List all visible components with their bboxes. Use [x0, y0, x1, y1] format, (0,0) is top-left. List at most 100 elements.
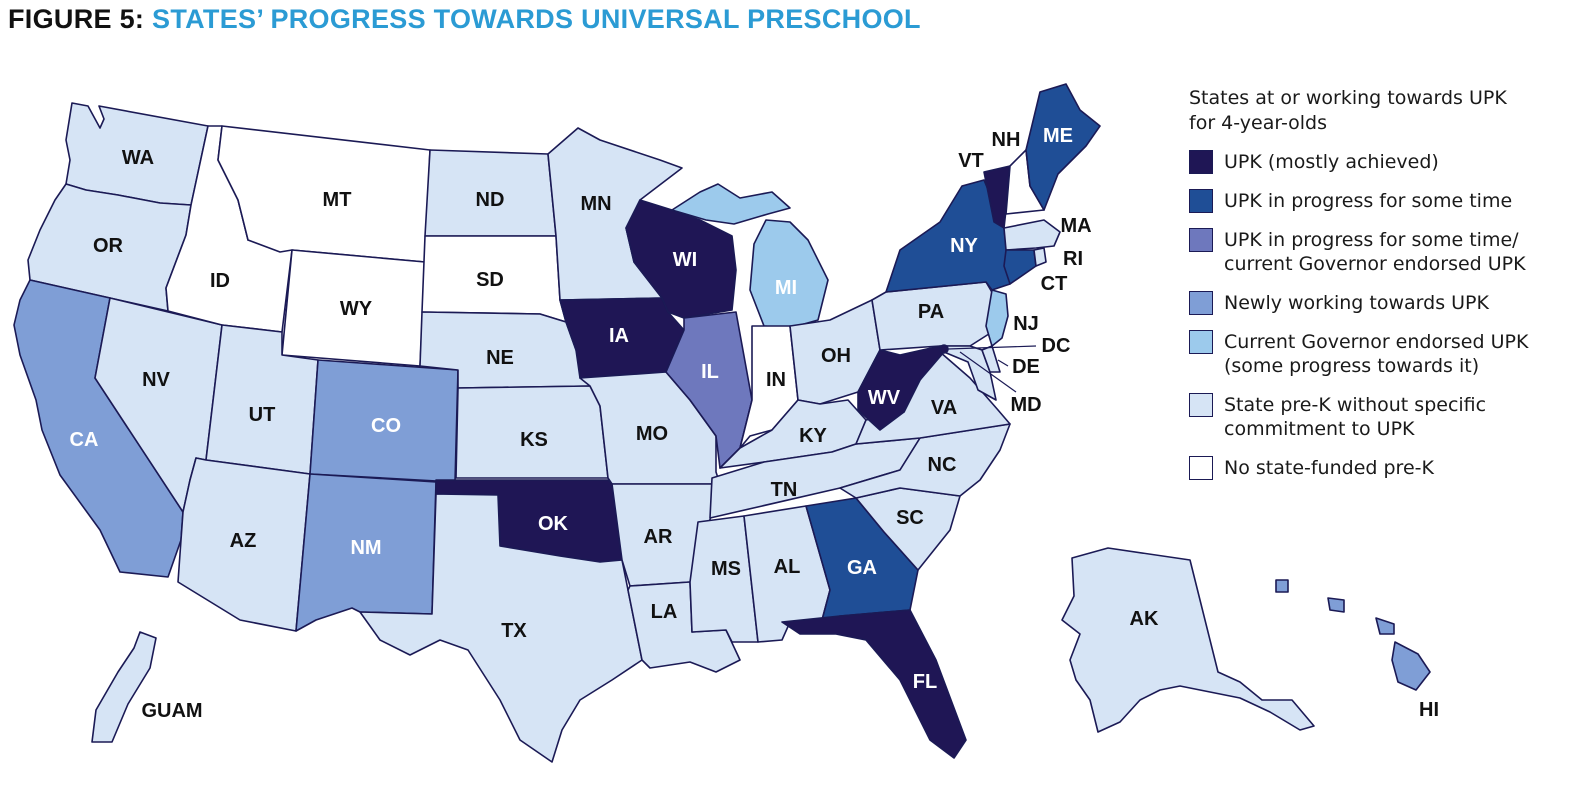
- legend-swatch: [1189, 330, 1213, 354]
- label-ak: AK: [1130, 608, 1159, 630]
- label-oh: OH: [821, 345, 851, 367]
- legend-label: UPK (mostly achieved): [1224, 151, 1439, 173]
- state-tx: [359, 493, 643, 763]
- state-wi: [625, 199, 737, 319]
- figure-heading: STATES’ PROGRESS TOWARDS UNIVERSAL PRESC…: [152, 4, 921, 34]
- label-md: MD: [1010, 394, 1041, 416]
- figure-title: FIGURE 5: STATES’ PROGRESS TOWARDS UNIVE…: [8, 4, 921, 35]
- state-mi-upper: [671, 183, 791, 225]
- legend-swatch: [1189, 189, 1213, 213]
- state-ri: [1033, 247, 1047, 267]
- legend-item-upk-achieved: UPK (mostly achieved): [1189, 150, 1574, 174]
- label-ga: GA: [847, 557, 877, 579]
- label-ny: NY: [950, 235, 978, 257]
- label-me: ME: [1043, 125, 1073, 147]
- state-ct: [1003, 249, 1037, 285]
- label-guam: GUAM: [141, 700, 202, 722]
- legend-items: UPK (mostly achieved) UPK in progress fo…: [1189, 150, 1574, 480]
- label-ca: CA: [70, 429, 99, 451]
- label-ne: NE: [486, 347, 514, 369]
- state-il: [665, 311, 753, 469]
- legend-swatch: [1189, 291, 1213, 315]
- label-il: IL: [701, 361, 719, 383]
- state-md: [939, 345, 997, 401]
- legend-swatch: [1189, 456, 1213, 480]
- state-hi-kauai: [1275, 579, 1289, 593]
- label-pa: PA: [918, 301, 944, 323]
- figure-number: FIGURE 5:: [8, 4, 145, 34]
- territory-guam: [91, 631, 157, 743]
- legend-label: UPK in progress for some time: [1224, 190, 1513, 212]
- label-ms: MS: [711, 558, 741, 580]
- legend-label: Current Governor endorsed UPK (some prog…: [1224, 331, 1529, 377]
- label-ri: RI: [1063, 248, 1083, 270]
- state-labels: WA OR CA NV ID MT WY UT AZ CO NM ND SD N…: [70, 125, 1439, 722]
- label-al: AL: [774, 556, 801, 578]
- label-mi: MI: [775, 277, 797, 299]
- legend-item-upk-progress-gov: UPK in progress for some time/ current G…: [1189, 228, 1574, 276]
- state-wv: [857, 345, 945, 431]
- label-sd: SD: [476, 269, 504, 291]
- label-ma: MA: [1060, 215, 1091, 237]
- leader-line-dc: [947, 345, 1037, 350]
- label-ct: CT: [1041, 273, 1068, 295]
- label-ar: AR: [644, 526, 673, 548]
- state-shapes: [13, 83, 1431, 763]
- legend-item-newly-working: Newly working towards UPK: [1189, 291, 1574, 315]
- label-tx: TX: [501, 620, 527, 642]
- label-nj: NJ: [1013, 313, 1039, 335]
- legend-item-upk-progress: UPK in progress for some time: [1189, 189, 1574, 213]
- state-nc: [839, 423, 1011, 499]
- state-nj: [985, 289, 1009, 347]
- legend-item-prek-no-commit: State pre-K without specific commitment …: [1189, 393, 1574, 441]
- label-id: ID: [210, 270, 230, 292]
- state-vt: [983, 165, 1011, 229]
- label-la: LA: [651, 601, 678, 623]
- legend-swatch: [1189, 228, 1213, 252]
- label-dc: DC: [1042, 335, 1071, 357]
- state-dc: [939, 344, 949, 354]
- legend-label: Newly working towards UPK: [1224, 292, 1489, 314]
- state-hi-oahu: [1327, 597, 1345, 613]
- label-az: AZ: [230, 530, 257, 552]
- leader-line-de: [997, 359, 1009, 367]
- state-hi-maui: [1375, 617, 1395, 635]
- legend-item-no-prek: No state-funded pre-K: [1189, 456, 1574, 480]
- state-ma: [1003, 219, 1061, 251]
- state-ak: [1061, 547, 1315, 733]
- state-hi-big: [1391, 641, 1431, 691]
- label-mn: MN: [580, 193, 611, 215]
- label-wy: WY: [340, 298, 373, 320]
- label-in: IN: [766, 369, 786, 391]
- label-de: DE: [1012, 356, 1040, 378]
- label-or: OR: [93, 235, 124, 257]
- legend: States at or working towards UPK for 4-y…: [1189, 86, 1574, 495]
- state-me: [1025, 83, 1101, 211]
- label-fl: FL: [913, 671, 937, 693]
- legend-title: States at or working towards UPK for 4-y…: [1189, 87, 1507, 134]
- label-mo: MO: [636, 423, 668, 445]
- label-ks: KS: [520, 429, 548, 451]
- legend-label: UPK in progress for some time/ current G…: [1224, 229, 1526, 275]
- label-nh: NH: [992, 129, 1021, 151]
- label-sc: SC: [896, 507, 924, 529]
- leader-line-md: [959, 351, 1017, 393]
- legend-label: State pre-K without specific commitment …: [1224, 394, 1487, 440]
- label-co: CO: [371, 415, 401, 437]
- label-nc: NC: [928, 454, 957, 476]
- label-mt: MT: [323, 189, 352, 211]
- label-hi: HI: [1419, 699, 1439, 721]
- legend-swatch: [1189, 393, 1213, 417]
- leader-lines: [947, 345, 1037, 393]
- label-ok: OK: [538, 513, 569, 535]
- label-ia: IA: [609, 325, 629, 347]
- label-wi: WI: [673, 249, 697, 271]
- label-tn: TN: [771, 479, 798, 501]
- state-fl: [781, 609, 967, 759]
- state-mi-lower: [749, 219, 829, 329]
- legend-item-gov-endorsed: Current Governor endorsed UPK (some prog…: [1189, 330, 1574, 378]
- label-va: VA: [931, 397, 957, 419]
- legend-label: No state-funded pre-K: [1224, 457, 1434, 479]
- label-wa: WA: [122, 147, 154, 169]
